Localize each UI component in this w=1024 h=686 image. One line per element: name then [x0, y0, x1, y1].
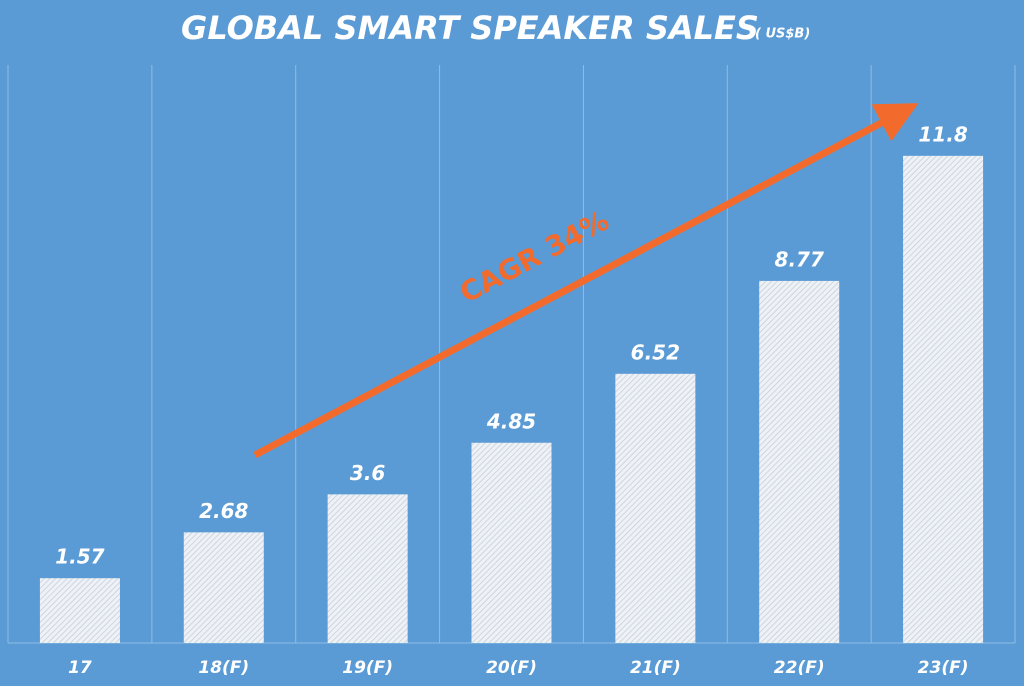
x-tick-label: 18(F)	[198, 658, 249, 678]
data-label: 4.85	[486, 409, 536, 433]
x-tick-label: 17	[68, 658, 92, 678]
x-tick-label: 20(F)	[486, 658, 537, 678]
bar	[183, 532, 264, 643]
x-tick-label: 23(F)	[918, 658, 969, 678]
trend-arrow	[253, 103, 919, 459]
title-row: GLOBAL SMART SPEAKER SALES ( US$B)	[181, 9, 810, 47]
data-label: 11.8	[918, 122, 967, 146]
chart-title: GLOBAL SMART SPEAKER SALES	[181, 9, 759, 47]
bar	[39, 578, 120, 643]
bar	[327, 494, 408, 643]
chart-subtitle: ( US$B)	[755, 27, 810, 42]
data-label: 2.68	[199, 499, 248, 523]
x-tick-label: 21(F)	[630, 658, 681, 678]
bar	[615, 373, 696, 643]
x-tick-label: 22(F)	[774, 658, 825, 678]
data-label: 6.52	[631, 340, 680, 364]
data-label: 3.6	[350, 461, 386, 485]
data-label: 1.57	[55, 545, 104, 569]
bar	[471, 442, 552, 643]
bar	[903, 155, 984, 644]
data-label: 8.77	[775, 247, 824, 271]
x-tick-label: 19(F)	[342, 658, 393, 678]
bar	[759, 280, 840, 643]
